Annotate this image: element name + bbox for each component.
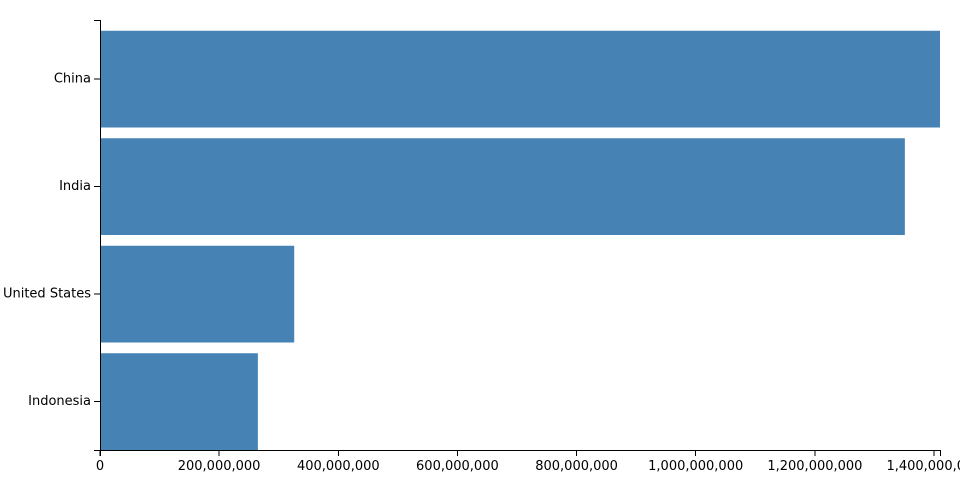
y-axis-line xyxy=(94,20,101,451)
x-tick-label-4: 800,000,000 xyxy=(535,459,618,474)
bar-united-states xyxy=(100,245,295,343)
x-tick-label-0: 0 xyxy=(96,459,104,474)
y-tick-label-india: India xyxy=(59,179,91,194)
y-axis: China India United States Indonesia xyxy=(3,20,101,451)
x-tick-label-3: 600,000,000 xyxy=(416,459,499,474)
y-tick-label-indonesia: Indonesia xyxy=(28,394,91,409)
bars xyxy=(100,30,940,450)
x-axis: 0 200,000,000 400,000,000 600,000,000 800,00… xyxy=(96,450,960,474)
x-tick-label-6: 1,200,000,000 xyxy=(767,459,862,474)
y-tick-label-china: China xyxy=(54,72,91,87)
y-tick-label-united-states: United States xyxy=(3,287,91,302)
bar-india xyxy=(100,138,905,235)
bar-indonesia xyxy=(100,353,258,450)
x-tick-label-2: 400,000,000 xyxy=(297,459,380,474)
x-tick-label-7: 1,400,000,000 xyxy=(886,459,960,474)
x-tick-label-5: 1,000,000,000 xyxy=(648,459,743,474)
bar-china xyxy=(100,30,940,128)
x-tick-label-1: 200,000,000 xyxy=(178,459,261,474)
